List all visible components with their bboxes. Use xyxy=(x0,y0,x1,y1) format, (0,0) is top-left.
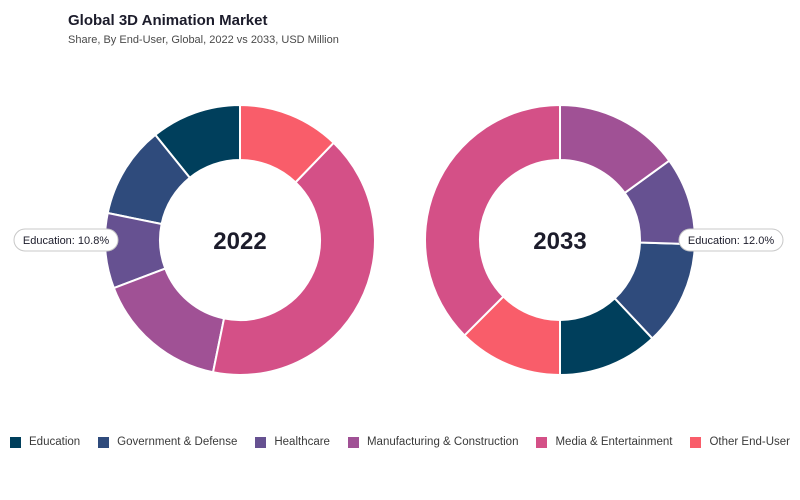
legend-label: Education xyxy=(29,436,81,448)
legend-label: Media & Entertainment xyxy=(555,436,673,448)
slice-2033-media-entertainment[interactable] xyxy=(424,103,561,337)
legend-swatch xyxy=(255,436,267,448)
legend-label: Healthcare xyxy=(274,436,330,448)
donut-charts: 2022 Education: 10.8% 2033 Education: 12.0% xyxy=(13,103,784,377)
callout-box xyxy=(13,228,119,252)
legend-swatch xyxy=(536,436,548,448)
slice-2022-media-entertainment[interactable] xyxy=(211,141,376,376)
legend-item-government-defense[interactable]: Government & Defense xyxy=(98,436,237,448)
callout-2022: Education: 10.8% xyxy=(13,228,119,252)
chart-subtitle: Share, By End-User, Global, 2022 vs 2033… xyxy=(68,34,339,46)
legend-label: Government & Defense xyxy=(117,436,238,448)
slice-2033-other-end-user[interactable] xyxy=(463,295,561,377)
legend-item-manufacturing-construction[interactable]: Manufacturing & Construction xyxy=(347,436,519,448)
legend-label: Manufacturing & Construction xyxy=(366,436,519,448)
center-label-2033: 2033 xyxy=(533,228,586,255)
callout-2033: Education: 12.0% xyxy=(678,228,784,252)
legend-label: Other End-User xyxy=(709,436,790,448)
legend-item-healthcare[interactable]: Healthcare xyxy=(255,436,330,448)
legend-swatch xyxy=(98,436,110,448)
legend-swatch xyxy=(690,436,702,448)
legend-swatch xyxy=(10,436,22,448)
legend-item-other-end-user[interactable]: Other End-User xyxy=(690,436,790,448)
callout-text: Education: 12.0% xyxy=(688,235,774,247)
legend: Education Government & Defense Healthcare M… xyxy=(0,436,800,448)
legend-item-media-entertainment[interactable]: Media & Entertainment xyxy=(536,436,672,448)
slice-2022-other-end-user[interactable] xyxy=(239,103,336,184)
callout-box xyxy=(678,228,784,252)
legend-swatch xyxy=(347,436,359,448)
callout-text: Education: 10.8% xyxy=(23,235,109,247)
legend-item-education[interactable]: Education xyxy=(10,436,80,448)
slice-2022-manufacturing-construction[interactable] xyxy=(112,267,226,374)
center-label-2022: 2022 xyxy=(213,228,266,255)
chart-title: Global 3D Animation Market xyxy=(68,12,268,29)
